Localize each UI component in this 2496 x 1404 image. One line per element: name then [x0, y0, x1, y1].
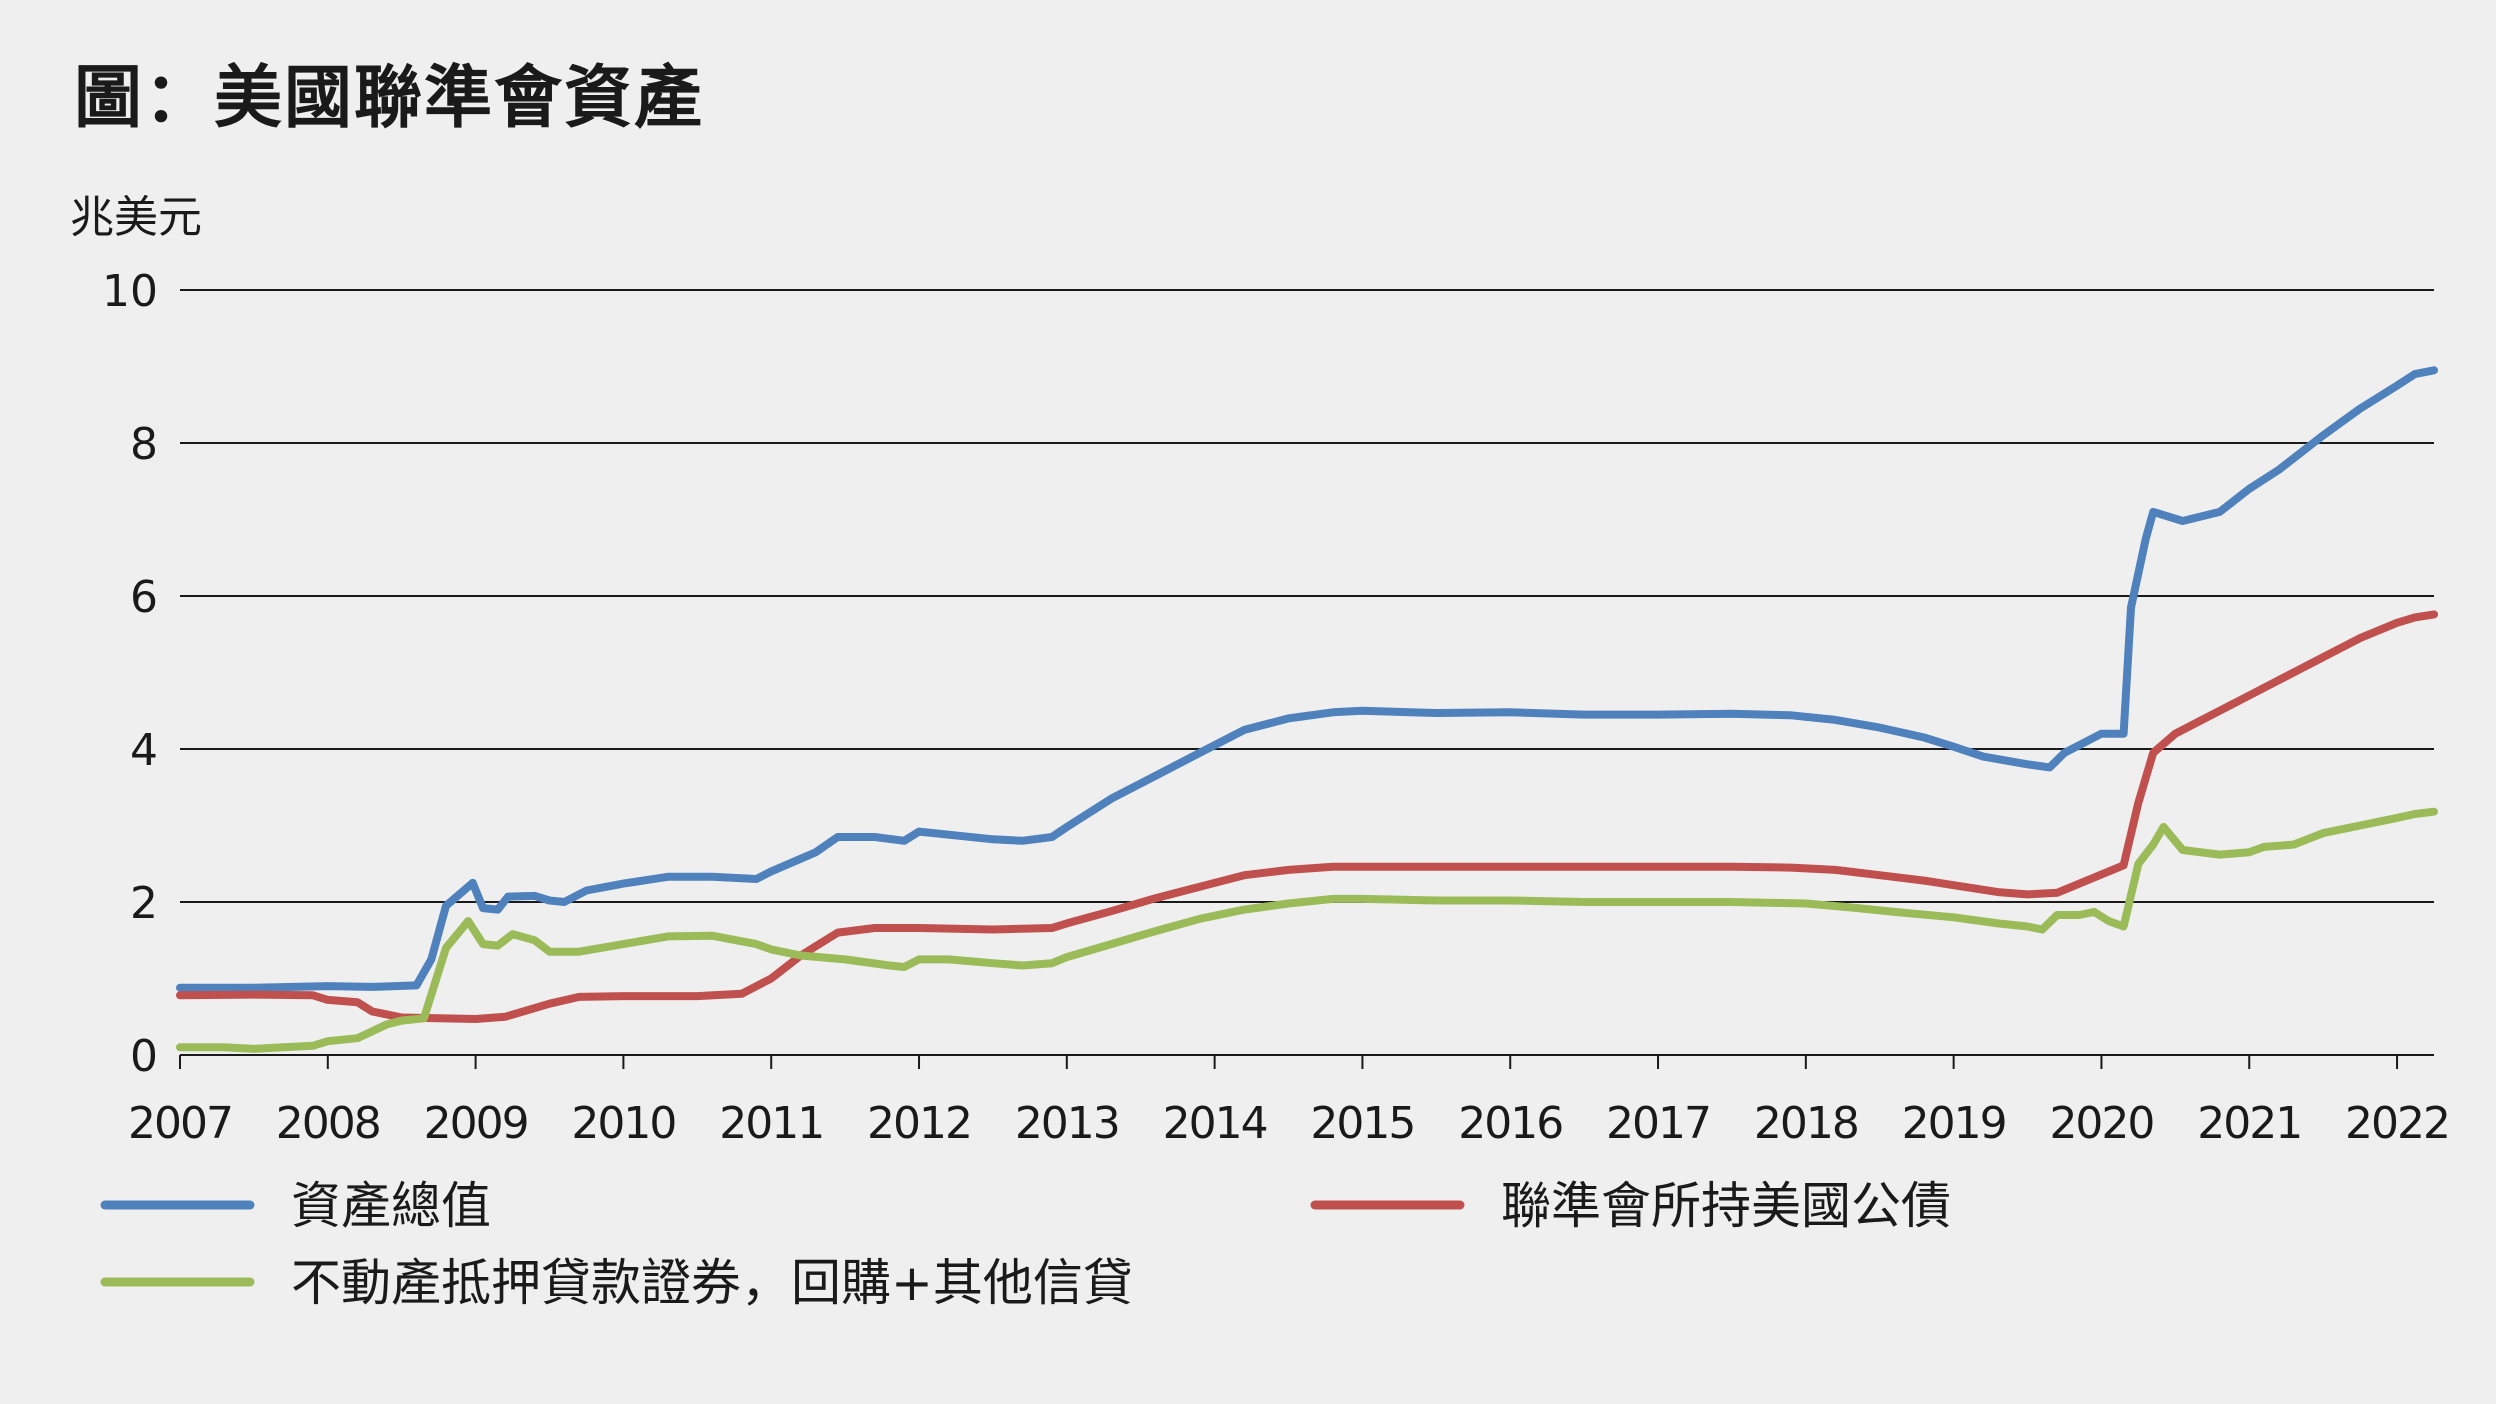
x-tick-label: 2011	[719, 1098, 823, 1149]
y-tick-label: 4	[130, 725, 158, 776]
series-line-0	[176, 366, 2438, 992]
y-axis-ticks: 0 2 4 6 8 10	[102, 266, 158, 1082]
x-tick-label: 2013	[1015, 1098, 1119, 1149]
legend-label: 聯準會所持美國公債	[1501, 1177, 1951, 1235]
y-gridlines	[180, 289, 2434, 1056]
x-tick-label: 2016	[1458, 1098, 1562, 1149]
x-tick-label: 2007	[128, 1098, 232, 1149]
chart-title: 圖：美國聯準會資產	[74, 59, 705, 138]
series-line-2	[176, 807, 2438, 1053]
x-tick-label: 2009	[424, 1098, 528, 1149]
x-axis-ticks: 2007 2008 2009 2010 2011 2012 2013 2014 2015 2016…	[128, 1055, 2451, 1149]
x-tick-label: 2008	[276, 1098, 380, 1149]
x-tick-label: 2017	[1606, 1098, 1710, 1149]
x-tick-label: 2010	[571, 1098, 675, 1149]
x-tick-label: 2021	[2197, 1098, 2301, 1149]
y-tick-label: 0	[130, 1031, 158, 1082]
x-tick-label: 2019	[1902, 1098, 2006, 1149]
y-tick-label: 8	[130, 419, 158, 470]
x-tick-label: 2022	[2345, 1098, 2449, 1149]
x-tick-label: 2012	[867, 1098, 971, 1149]
y-tick-label: 10	[102, 266, 158, 317]
x-tick-label: 2015	[1310, 1098, 1414, 1149]
y-tick-label: 2	[130, 878, 158, 929]
y-axis-unit-label: 兆美元	[70, 192, 202, 243]
legend-label: 不動產抵押貸款證券，回購+其他信貸	[291, 1254, 1133, 1312]
y-tick-label: 6	[130, 572, 158, 623]
x-tick-label: 2020	[2049, 1098, 2153, 1149]
legend-label: 資產總值	[291, 1177, 491, 1235]
series-line-1	[176, 610, 2438, 1023]
series-lines	[176, 366, 2438, 1053]
x-tick-label: 2014	[1163, 1098, 1267, 1149]
x-tick-label: 2018	[1754, 1098, 1858, 1149]
